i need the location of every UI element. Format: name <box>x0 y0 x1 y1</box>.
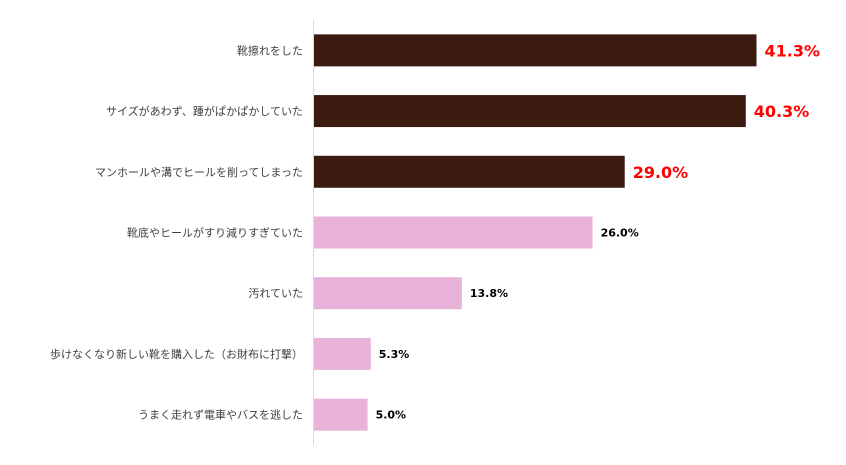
category-label-3: 靴底やヒールがすり減りすぎていた <box>127 226 303 240</box>
value-labels-group: 41.3% 40.3% 29.0% 26.0% 13.8% 5.3% 5.0% <box>376 41 820 421</box>
bar-6 <box>314 398 368 431</box>
bars-group <box>314 34 757 431</box>
category-label-6: うまく走れず電車やバスを逃した <box>138 408 303 422</box>
bar-4 <box>314 277 462 310</box>
bar-0 <box>314 34 757 67</box>
category-labels-group: 靴擦れをしたサイズがあわず、踵がぱかぱかしていたマンホールや溝でヒールを削ってし… <box>50 43 303 421</box>
value-label-2: 29.0% <box>633 163 689 182</box>
value-label-3: 26.0% <box>601 227 639 240</box>
bar-2 <box>314 155 625 188</box>
value-label-0: 41.3% <box>765 41 821 60</box>
category-label-5: 歩けなくなり新しい靴を購入した（お財布に打撃） <box>50 347 303 361</box>
category-label-0: 靴擦れをした <box>237 43 303 57</box>
category-label-1: サイズがあわず、踵がぱかぱかしていた <box>106 104 303 118</box>
category-label-2: マンホールや溝でヒールを削ってしまった <box>95 165 303 179</box>
value-label-5: 5.3% <box>379 348 410 361</box>
value-label-4: 13.8% <box>470 287 508 300</box>
bar-3 <box>314 216 593 249</box>
bar-1 <box>314 95 746 128</box>
bar-5 <box>314 337 371 370</box>
value-label-1: 40.3% <box>754 102 810 121</box>
category-label-4: 汚れていた <box>248 287 303 300</box>
value-label-6: 5.0% <box>376 409 407 422</box>
